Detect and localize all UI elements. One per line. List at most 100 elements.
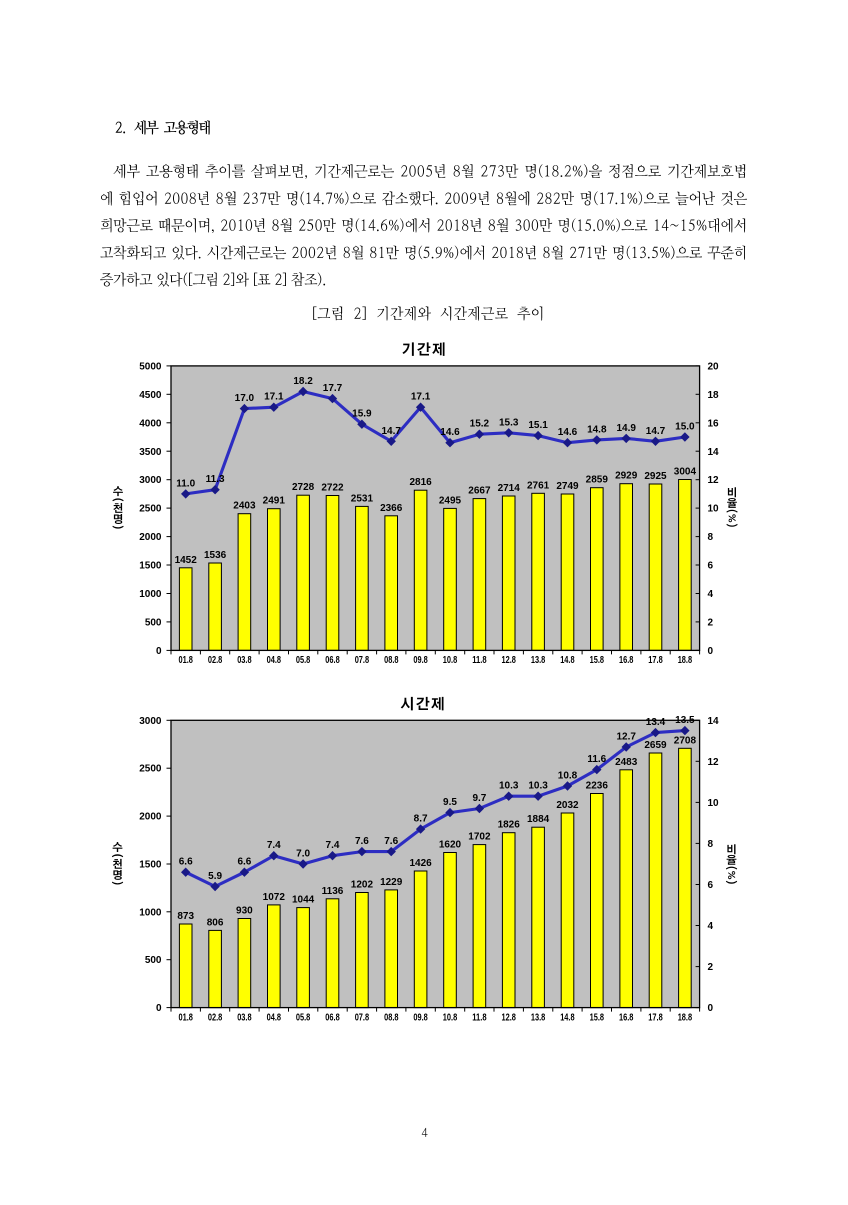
svg-text:10: 10 xyxy=(708,798,720,809)
svg-text:14.6: 14.6 xyxy=(440,427,460,438)
svg-text:1500: 1500 xyxy=(139,860,162,871)
svg-text:15.9: 15.9 xyxy=(352,409,372,420)
svg-text:12: 12 xyxy=(708,475,720,486)
svg-text:1826: 1826 xyxy=(498,820,521,831)
svg-text:2667: 2667 xyxy=(468,486,491,497)
svg-text:1136: 1136 xyxy=(322,886,344,897)
svg-text:8.7: 8.7 xyxy=(414,814,428,825)
svg-text:03.8: 03.8 xyxy=(237,1013,252,1024)
svg-text:18.2: 18.2 xyxy=(293,376,313,387)
svg-text:10.8: 10.8 xyxy=(558,771,578,782)
svg-text:16: 16 xyxy=(708,418,720,429)
svg-text:5.9: 5.9 xyxy=(208,871,222,882)
svg-text:06.8: 06.8 xyxy=(325,655,340,666)
svg-text:12.8: 12.8 xyxy=(502,655,517,666)
svg-text:14: 14 xyxy=(708,447,720,458)
svg-text:13.8: 13.8 xyxy=(531,1013,546,1024)
svg-text:17.8: 17.8 xyxy=(648,1013,663,1024)
svg-text:2000: 2000 xyxy=(139,812,162,823)
svg-text:08.8: 08.8 xyxy=(384,1013,399,1024)
svg-text:17.8: 17.8 xyxy=(648,655,663,666)
svg-text:1072: 1072 xyxy=(263,892,286,903)
svg-text:2483: 2483 xyxy=(615,757,638,768)
svg-text:15.3: 15.3 xyxy=(499,417,519,428)
svg-text:05.8: 05.8 xyxy=(296,1013,311,1024)
svg-text:09.8: 09.8 xyxy=(413,655,428,666)
svg-text:2500: 2500 xyxy=(139,764,162,775)
svg-text:15.8: 15.8 xyxy=(590,655,605,666)
svg-text:7.0: 7.0 xyxy=(296,849,310,860)
svg-text:10.3: 10.3 xyxy=(528,781,548,792)
svg-text:4: 4 xyxy=(708,921,714,932)
svg-text:18: 18 xyxy=(708,390,720,401)
svg-text:11.3: 11.3 xyxy=(206,474,225,485)
svg-text:20: 20 xyxy=(708,361,720,372)
svg-text:10.8: 10.8 xyxy=(443,1013,458,1024)
svg-text:3500: 3500 xyxy=(139,447,162,458)
svg-text:03.8: 03.8 xyxy=(237,655,252,666)
svg-text:0: 0 xyxy=(156,646,162,657)
svg-text:07.8: 07.8 xyxy=(355,655,370,666)
svg-text:2708: 2708 xyxy=(674,735,697,746)
svg-text:14.9: 14.9 xyxy=(616,423,636,434)
svg-text:930: 930 xyxy=(236,906,253,917)
svg-text:14: 14 xyxy=(708,716,720,727)
svg-text:0: 0 xyxy=(708,1003,714,1014)
svg-text:1229: 1229 xyxy=(380,877,403,888)
svg-text:500: 500 xyxy=(145,617,162,628)
svg-text:2531: 2531 xyxy=(351,493,374,504)
svg-text:2859: 2859 xyxy=(586,475,609,486)
svg-text:2749: 2749 xyxy=(556,481,579,492)
svg-text:3000: 3000 xyxy=(139,475,162,486)
svg-text:2925: 2925 xyxy=(644,471,667,482)
svg-text:7.6: 7.6 xyxy=(355,836,369,847)
svg-text:01.8: 01.8 xyxy=(179,1013,194,1024)
svg-text:11.0: 11.0 xyxy=(176,478,195,489)
svg-text:500: 500 xyxy=(145,955,162,966)
svg-text:2366: 2366 xyxy=(380,503,403,514)
svg-text:15.0: 15.0 xyxy=(675,422,695,433)
svg-text:9.5: 9.5 xyxy=(443,797,457,808)
svg-text:806: 806 xyxy=(207,917,224,928)
svg-text:11.8: 11.8 xyxy=(472,1013,487,1024)
svg-text:18.8: 18.8 xyxy=(678,655,693,666)
svg-text:2659: 2659 xyxy=(644,740,667,751)
svg-text:14.7: 14.7 xyxy=(646,426,666,437)
svg-text:16.8: 16.8 xyxy=(619,1013,634,1024)
svg-text:1044: 1044 xyxy=(292,895,315,906)
svg-text:04.8: 04.8 xyxy=(267,655,282,666)
svg-text:3000: 3000 xyxy=(139,716,162,727)
svg-text:05.8: 05.8 xyxy=(296,655,311,666)
svg-text:10.3: 10.3 xyxy=(499,781,519,792)
svg-text:01.8: 01.8 xyxy=(179,655,194,666)
svg-text:02.8: 02.8 xyxy=(208,1013,223,1024)
svg-text:11.6: 11.6 xyxy=(587,754,606,765)
svg-text:10.8: 10.8 xyxy=(443,655,458,666)
svg-text:14.7: 14.7 xyxy=(381,426,401,437)
svg-text:12.7: 12.7 xyxy=(616,732,636,743)
svg-text:1702: 1702 xyxy=(468,832,491,843)
svg-text:4500: 4500 xyxy=(139,390,162,401)
svg-text:1452: 1452 xyxy=(175,555,198,566)
svg-text:6.6: 6.6 xyxy=(179,857,193,868)
svg-text:1536: 1536 xyxy=(204,550,227,561)
svg-text:14.6: 14.6 xyxy=(558,427,578,438)
svg-text:10: 10 xyxy=(708,504,720,515)
svg-text:4: 4 xyxy=(708,589,714,600)
svg-text:09.8: 09.8 xyxy=(413,1013,428,1024)
svg-text:12.8: 12.8 xyxy=(502,1013,517,1024)
svg-text:1000: 1000 xyxy=(139,589,162,600)
svg-text:04.8: 04.8 xyxy=(267,1013,282,1024)
svg-text:2032: 2032 xyxy=(556,800,579,811)
svg-text:2: 2 xyxy=(708,617,714,628)
svg-text:13.8: 13.8 xyxy=(531,655,546,666)
svg-text:17.7: 17.7 xyxy=(323,383,343,394)
svg-text:07.8: 07.8 xyxy=(355,1013,370,1024)
svg-text:6.6: 6.6 xyxy=(237,857,251,868)
svg-text:2728: 2728 xyxy=(292,482,315,493)
svg-text:1500: 1500 xyxy=(139,561,162,572)
svg-text:15.8: 15.8 xyxy=(590,1013,605,1024)
svg-text:18.8: 18.8 xyxy=(678,1013,693,1024)
svg-text:2403: 2403 xyxy=(233,501,256,512)
svg-text:8: 8 xyxy=(708,532,714,543)
